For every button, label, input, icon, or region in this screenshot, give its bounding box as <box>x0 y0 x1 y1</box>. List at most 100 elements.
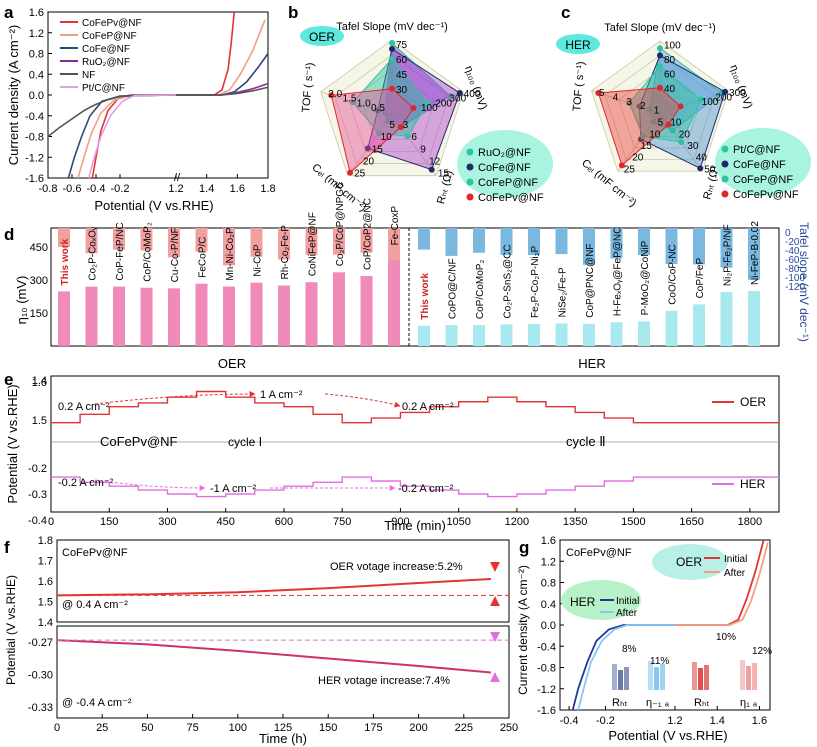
radar-legend-marker <box>721 160 729 168</box>
radar-grid <box>362 84 422 140</box>
radar-point <box>657 45 663 52</box>
panel-g-annotation: Rₕₜ <box>694 697 710 709</box>
radar-tick-label: 0.5 <box>371 103 385 114</box>
radar-point <box>618 162 625 169</box>
radar-point <box>678 139 685 146</box>
panel-d-tafel-bar <box>360 228 373 253</box>
panel-g-ytick-label: -1.6 <box>537 705 556 717</box>
panel-a-ytick-label: -0.4 <box>25 111 44 123</box>
panel-f-arrow-down <box>490 632 500 642</box>
radar-legend-label: CoFe@NF <box>478 162 531 174</box>
panel-g-curve <box>675 542 769 626</box>
radar-tick-label: 25 <box>624 164 636 175</box>
panel-e-xtick-label: 1050 <box>446 516 470 528</box>
radar-series-area <box>330 88 415 174</box>
panel-a-xtick-label: -0.4 <box>87 183 106 195</box>
panel-f-ytick-label: -0.33 <box>28 702 53 714</box>
panel-e-ytick-label: 1.6 <box>32 377 47 389</box>
panel-e-xtick-label: 1650 <box>679 516 703 528</box>
panel-g-inset-bar <box>698 668 703 690</box>
radar-tick-label: 40 <box>664 84 676 95</box>
radar-point <box>646 106 653 113</box>
panel-e-xlabel: Time (min) <box>384 518 446 533</box>
panel-e: e 0 150 300 450 600 750 900 1050 1200 1350 1500 165… <box>4 370 780 533</box>
panel-e-oer-trace <box>51 390 779 424</box>
radar-series-area <box>384 41 452 128</box>
panel-a-xtick-label: 1.4 <box>199 183 214 195</box>
radar-legend-marker <box>466 193 474 201</box>
radar-legend-marker <box>466 148 474 156</box>
radar-tick-label: 6 <box>411 132 417 143</box>
panel-d-tafel-bar <box>168 228 180 258</box>
panel-e-xtick-label: 0 <box>48 516 54 528</box>
radar-series-area <box>597 87 682 167</box>
panel-d-tafel-bar <box>638 228 650 255</box>
panel-g-inset-bar <box>752 663 757 690</box>
panel-a-her-curve <box>67 94 177 179</box>
panel-d-eta-bar <box>223 286 235 346</box>
radar-series-area <box>649 47 723 132</box>
radar-tick-label: 20 <box>363 157 375 168</box>
panel-f-xtick-label: 150 <box>319 722 337 734</box>
panel-a-legend-label: CoFe@NF <box>82 44 130 55</box>
panel-d-category-label: This work <box>420 273 431 320</box>
panel-d: d This work Co₂P-CoₓOᵧ CoP-FeP/NC CoP/CoMoP… <box>4 182 811 371</box>
panel-d-category-label: CoO/CoP-NC <box>668 244 679 305</box>
radar-tick-label: 10 <box>649 129 661 140</box>
panel-g: g 1.6 1.2 0.8 0.4 0.0 -0.4 -0.8 -1.2 -1.6 -0.4 -0.… <box>516 535 772 743</box>
radar-point <box>657 84 663 91</box>
panel-g-annotation: Rₕₜ <box>612 697 628 709</box>
panel-g-label: g <box>519 538 529 557</box>
panel-a-xtick-label: -0.2 <box>111 183 130 195</box>
radar-point <box>698 96 705 103</box>
radar-point <box>669 127 676 134</box>
panel-d-eta-bar <box>583 323 595 346</box>
panel-g-legend-label: After <box>616 608 638 619</box>
panel-g-ytick-label: 1.6 <box>541 535 556 547</box>
panel-e-annotation: CoFePv@NF <box>100 434 178 449</box>
radar-tick-label: 300 <box>449 94 466 105</box>
panel-e-xtick-label: 1350 <box>563 516 587 528</box>
radar-tick-label: 1.5 <box>343 94 357 105</box>
panel-a-ytick-label: -1.2 <box>25 152 44 164</box>
radar-tick-label: 10 <box>381 132 393 143</box>
panel-b-oer-badge <box>300 26 344 46</box>
panel-f-xtick-label: 50 <box>141 722 153 734</box>
radar-axis-label: η₁₀₀ (mV) <box>462 64 489 111</box>
radar-point <box>349 99 356 106</box>
panel-f-ytick-label: 1.5 <box>38 597 53 609</box>
panel-a-legend-label: Pt/C@NF <box>82 83 125 94</box>
panel-f-xtick-label: 75 <box>186 722 198 734</box>
radar-tick-label: 1 <box>654 106 660 117</box>
panel-d-category-label: Co₂P/CoP@NPGC <box>335 182 346 267</box>
panel-d-category-label: CoP/CoMoP₂ <box>475 260 486 320</box>
panel-d-eta-bar <box>473 325 485 346</box>
panel-g-ytick-label: 0.0 <box>541 620 556 632</box>
panel-g-xtick-label: -0.2 <box>596 715 615 727</box>
panel-f-annotation: HER votage increase:7.4% <box>318 675 450 687</box>
panel-a-xtick-label: -0.6 <box>63 183 82 195</box>
panel-a-her-curve <box>88 94 177 179</box>
panel-d-ylabel: η₁₀ (mV) <box>14 276 29 325</box>
panel-f-annotation: @ -0.4 A cm⁻² <box>62 697 132 709</box>
panel-e-ytick-label: 1.5 <box>32 415 47 427</box>
panel-g-annotation: η₁ ₐ <box>740 697 758 709</box>
radar-series-area <box>628 65 702 143</box>
radar-point <box>640 133 647 140</box>
panel-f-ytick-label: 1.8 <box>38 535 53 547</box>
radar-point <box>626 99 633 106</box>
panel-e-annotation: 1 A cm⁻² <box>260 389 303 401</box>
panel-a-label: a <box>4 3 14 22</box>
panel-d-tafel-bar <box>610 228 623 259</box>
radar-legend-marker <box>721 145 729 153</box>
radar-grid <box>604 54 716 160</box>
panel-a-her-curve <box>47 94 176 138</box>
radar-tick-label: 50 <box>704 164 716 175</box>
panel-g-xtick-label: 1.4 <box>710 715 725 727</box>
radar-point <box>389 40 395 46</box>
panel-e-xtick-label: 300 <box>158 516 176 528</box>
radar-tick-label: 2.0 <box>328 89 342 100</box>
radar-point <box>650 118 657 125</box>
radar-point <box>397 124 404 131</box>
radar-tick-label: 30 <box>687 141 699 152</box>
